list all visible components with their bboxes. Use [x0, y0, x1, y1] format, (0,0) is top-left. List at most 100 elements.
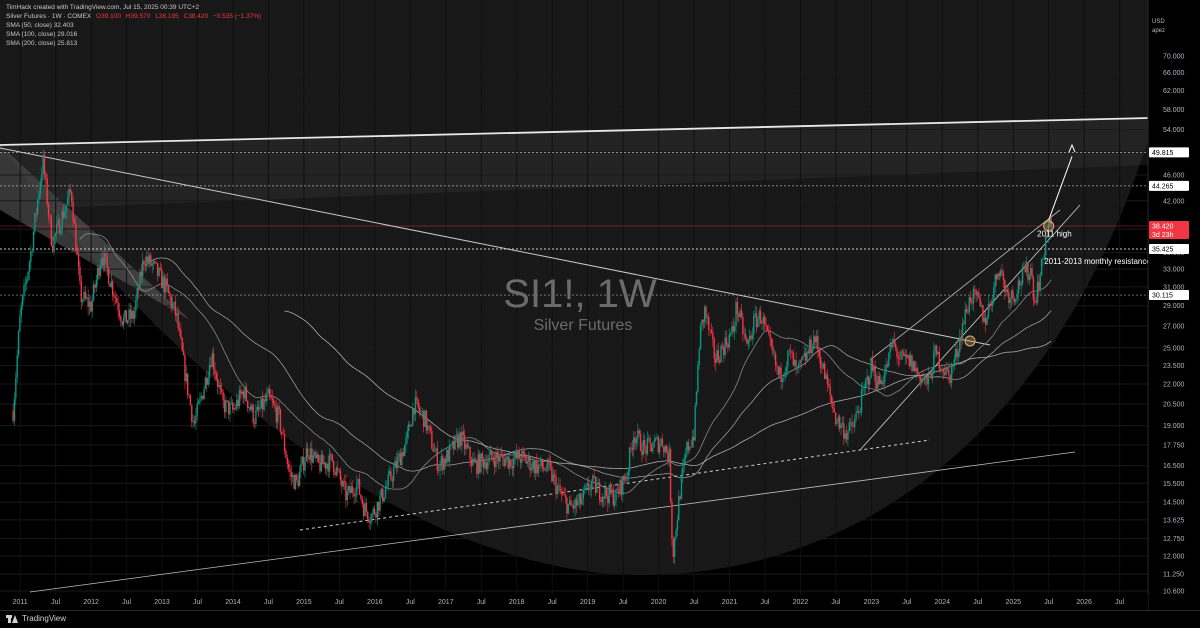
candle-body	[125, 310, 128, 323]
candle-body	[567, 503, 569, 514]
candle-body	[792, 352, 795, 366]
candle-body	[466, 444, 469, 448]
candle-body	[221, 388, 223, 393]
candle-body	[346, 491, 348, 501]
candle-body	[214, 369, 216, 375]
candle-body	[106, 256, 108, 269]
candle-body	[888, 352, 890, 367]
tradingview-logo-icon	[6, 614, 18, 623]
sma100-legend[interactable]: SMA (100, close) 29.016	[6, 31, 78, 38]
candle-body	[278, 406, 280, 410]
currency-unit[interactable]: USD apez	[1152, 18, 1186, 36]
candle-body	[473, 458, 475, 463]
x-tick-label: Jul	[760, 599, 769, 606]
candle-body	[781, 378, 784, 382]
candle-body	[401, 452, 403, 466]
candle-body	[583, 489, 586, 490]
channel-lower-line	[859, 204, 1081, 451]
candle-body	[491, 451, 493, 458]
sma50-legend[interactable]: SMA (50, close) 32.403	[6, 22, 74, 29]
candle-body	[821, 367, 823, 369]
candle-body	[110, 281, 113, 287]
candle-body	[433, 450, 436, 452]
candle-body	[99, 265, 102, 276]
candle-body	[103, 253, 106, 266]
x-tick-label: 2013	[154, 599, 170, 606]
candle-body	[826, 374, 829, 384]
candle-body	[117, 302, 119, 311]
candle-body	[593, 475, 595, 478]
candle-body	[998, 273, 1001, 276]
y-tick-label: 27.000	[1163, 323, 1185, 330]
candle-body	[450, 444, 452, 446]
candle-body	[139, 271, 141, 290]
candle-body	[323, 462, 325, 465]
x-tick-label: Jul	[122, 599, 131, 606]
tradingview-brand[interactable]: TradingView	[6, 614, 66, 623]
candle-body	[324, 462, 327, 469]
candle-body	[935, 345, 938, 355]
candle-body	[601, 496, 604, 502]
candle-body	[302, 456, 305, 471]
candle-body	[750, 335, 752, 339]
target-arrow-line	[1048, 156, 1073, 221]
candle-body	[559, 485, 561, 492]
time-axis[interactable]: 2011 Jul 2012 Jul 2013 Jul 2014 Jul 2015 Jul 2016 J…	[13, 599, 1125, 606]
candle-body	[498, 456, 500, 462]
candle-body	[956, 349, 958, 357]
candle-body	[976, 292, 979, 296]
candle-body	[122, 317, 125, 325]
candle-body	[405, 437, 407, 446]
candle-body	[223, 400, 226, 413]
candle-body	[354, 495, 357, 497]
candle-body	[386, 485, 388, 489]
candle-body	[735, 302, 737, 326]
x-tick-label: Jul	[406, 599, 415, 606]
candle-body	[335, 467, 338, 476]
candle-body	[683, 459, 685, 467]
candle-body	[628, 447, 631, 471]
candle-body	[270, 394, 272, 399]
candle-body	[474, 460, 477, 463]
candle-body	[496, 451, 499, 457]
candle-body	[723, 347, 725, 356]
candle-body	[207, 377, 209, 385]
candle-body	[533, 461, 535, 473]
candle-body	[795, 360, 797, 368]
candle-body	[779, 367, 781, 375]
candle-body	[193, 421, 196, 424]
candle-body	[573, 505, 575, 509]
candle-body	[23, 284, 25, 296]
candle-body	[217, 379, 219, 387]
candle-body	[923, 378, 925, 381]
candle-body	[568, 500, 571, 504]
candle-body	[144, 263, 147, 266]
candle-body	[650, 443, 653, 452]
candle-body	[146, 256, 148, 266]
candle-body	[708, 316, 710, 330]
candle-body	[717, 350, 720, 361]
candle-body	[803, 353, 805, 357]
symbol-line[interactable]: Silver Futures · 1W · COMEX	[6, 13, 92, 20]
candle-body	[80, 281, 82, 302]
candle-body	[98, 267, 100, 276]
candle-body	[69, 189, 72, 192]
candle-body	[1044, 236, 1047, 256]
candle-body	[305, 448, 308, 462]
candle-body	[819, 356, 822, 368]
price-grid	[0, 0, 1148, 595]
sma-100-line	[147, 257, 1052, 479]
candle-body	[833, 408, 835, 413]
candle-body	[814, 336, 816, 343]
candle-body	[289, 468, 291, 473]
candle-body	[372, 508, 374, 515]
sma200-legend[interactable]: SMA (200, close) 25.813	[6, 40, 78, 47]
candle-body	[856, 411, 859, 414]
price-label-text: 44.265	[1152, 183, 1174, 190]
price-label-box	[1149, 290, 1189, 301]
candle-body	[458, 432, 460, 448]
candle-body	[492, 457, 494, 461]
candle-body	[967, 311, 969, 313]
